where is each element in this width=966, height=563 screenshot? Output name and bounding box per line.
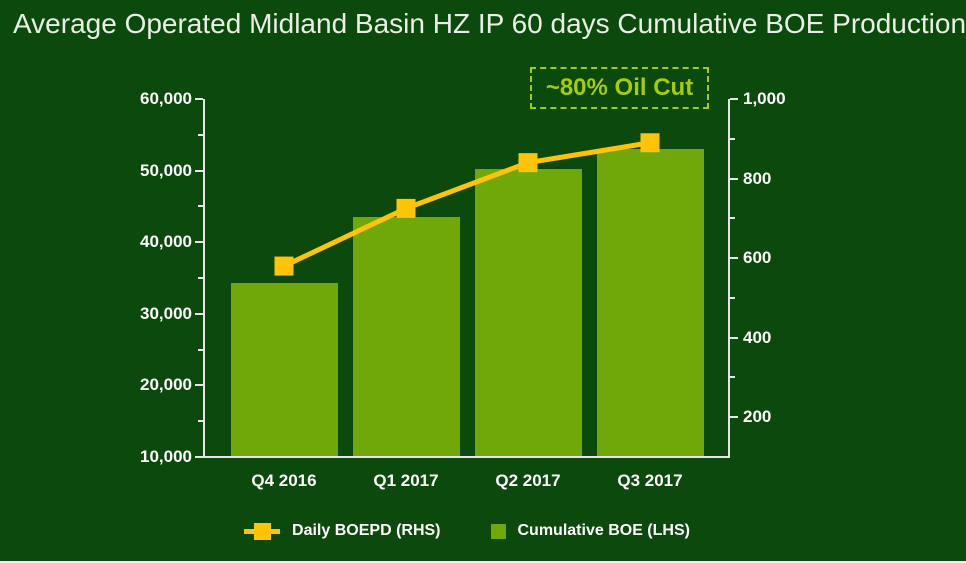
legend-item-cumulative-boe: Cumulative BOE (LHS)	[490, 522, 690, 540]
right-axis-tick-label: 400	[743, 327, 772, 347]
right-axis-tick-label: 600	[743, 248, 772, 268]
right-axis-tick-label: 800	[743, 168, 772, 188]
right-axis-tick	[730, 416, 738, 419]
chart-legend: Daily BOEPD (RHS) Cumulative BOE (LHS)	[205, 516, 729, 546]
right-axis-tick	[730, 177, 738, 180]
right-axis-tick-label: 200	[743, 407, 772, 427]
left-axis-tick	[195, 384, 203, 387]
left-axis-tick	[198, 348, 203, 351]
left-axis-tick-label: 50,000	[140, 160, 192, 180]
x-axis-line	[203, 456, 730, 458]
bar-q3-2017	[596, 149, 704, 456]
left-axis-tick	[198, 205, 203, 208]
left-axis-tick-label: 20,000	[140, 375, 192, 395]
oil-cut-annotation: ~80% Oil Cut	[530, 67, 709, 109]
page-title: Average Operated Midland Basin HZ IP 60 …	[13, 8, 966, 39]
left-axis-tick-label: 60,000	[140, 89, 192, 108]
bar-q4-2016	[230, 283, 338, 456]
right-axis-tick	[730, 336, 738, 339]
left-axis-tick	[195, 98, 203, 100]
right-axis-tick	[730, 296, 735, 299]
bar-q2-2017	[474, 169, 582, 456]
left-axis-tick-label: 10,000	[140, 447, 192, 466]
legend-label-daily-boepd: Daily BOEPD (RHS)	[292, 522, 441, 539]
left-y-axis-line	[203, 99, 205, 458]
legend-label-cumulative-boe: Cumulative BOE (LHS)	[517, 522, 690, 539]
right-y-axis-line	[728, 99, 730, 458]
left-axis-tick	[195, 241, 203, 244]
right-axis-tick	[730, 98, 738, 100]
right-axis-tick	[730, 257, 738, 260]
bar-q1-2017	[352, 217, 460, 456]
left-axis-tick	[198, 277, 203, 279]
right-axis-tick-label: 1,000	[743, 89, 786, 108]
bar-swatch-icon	[490, 523, 506, 539]
x-axis-label-q2-2017: Q2 2017	[495, 471, 561, 490]
left-axis-tick	[198, 420, 203, 423]
x-axis-label-q1-2017: Q1 2017	[373, 471, 439, 490]
left-axis-tick-label: 40,000	[140, 232, 192, 252]
x-axis-label-q4-2016: Q4 2016	[251, 471, 317, 490]
oil-cut-label: ~80% Oil Cut	[545, 74, 694, 101]
right-axis-tick	[730, 376, 735, 379]
legend-item-daily-boepd: Daily BOEPD (RHS)	[244, 522, 441, 540]
right-axis-tick	[730, 217, 735, 220]
x-axis-label-q3-2017: Q3 2017	[617, 471, 683, 490]
left-axis-tick	[198, 133, 203, 136]
left-axis-tick-label: 30,000	[140, 303, 192, 323]
left-axis-tick	[195, 312, 203, 315]
right-axis-tick	[730, 137, 735, 140]
left-axis-tick	[195, 456, 203, 458]
square-marker-icon	[254, 522, 272, 540]
slide-bottom-edge	[0, 561, 966, 563]
left-axis-tick	[195, 169, 203, 172]
line-marker-swatch-icon	[244, 522, 281, 540]
